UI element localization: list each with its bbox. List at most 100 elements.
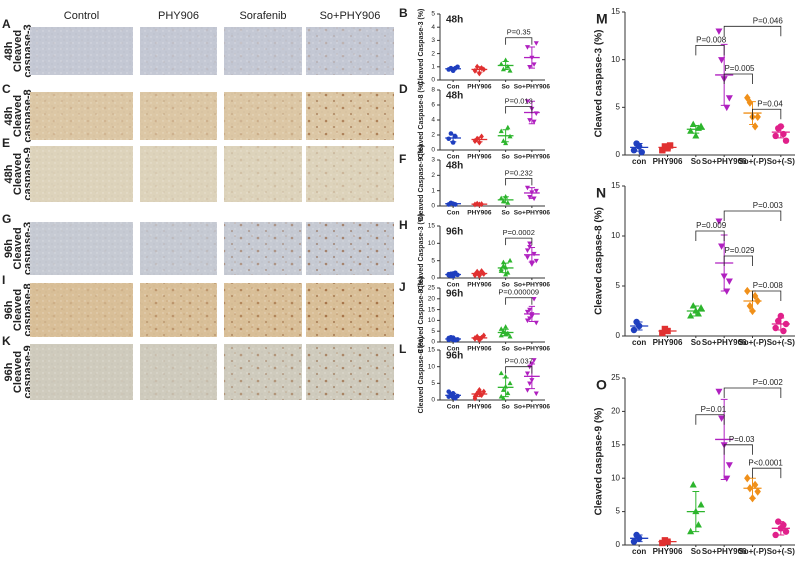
- micrograph-stain: [306, 27, 394, 75]
- data-point: [524, 309, 531, 315]
- x-tick-label: So: [501, 210, 509, 217]
- data-point: [533, 391, 539, 397]
- micrograph-stain: [30, 146, 133, 202]
- x-tick-label: con: [632, 338, 646, 347]
- x-tick-label: PHY906: [467, 282, 492, 289]
- significance-bracket: [695, 414, 725, 425]
- micrograph-stain: [140, 92, 217, 140]
- marker-label: Cleaved: [12, 30, 24, 72]
- data-point: [723, 104, 731, 112]
- significance-bracket: [505, 237, 533, 246]
- y-tick-label: 20: [611, 407, 620, 416]
- y-axis-label: Cleaved caspase-3 (%): [594, 30, 605, 138]
- y-tick-label: 25: [611, 373, 620, 382]
- x-tick-label: So+PHY906: [514, 84, 551, 91]
- data-point: [659, 147, 666, 154]
- data-point: [723, 288, 731, 295]
- panel-letter: D: [399, 82, 408, 96]
- panel-letter: H: [399, 218, 408, 232]
- data-point: [500, 387, 506, 392]
- sd-bar: [720, 398, 728, 481]
- data-point: [481, 388, 487, 395]
- data-point: [527, 118, 533, 123]
- y-tick-label: 5: [431, 380, 435, 387]
- sd-bar: [692, 124, 700, 134]
- sd-bar: [502, 328, 509, 337]
- data-point: [498, 370, 504, 376]
- column-header: PHY906: [158, 10, 199, 22]
- data-point: [505, 124, 511, 130]
- sd-bar: [528, 246, 536, 263]
- x-tick-label: PHY906: [467, 346, 492, 353]
- data-point: [524, 388, 531, 393]
- y-tick-label: 0: [616, 150, 621, 159]
- y-tick-label: 25: [428, 285, 436, 292]
- time-annotation: 48h: [446, 15, 463, 26]
- micrograph-stain: [224, 27, 302, 75]
- y-axis-label: Cleaved caspase-8 (%): [594, 207, 605, 315]
- data-point: [527, 364, 533, 370]
- sd-bar: [502, 129, 509, 143]
- data-point: [531, 296, 537, 302]
- micrograph-stain: [306, 92, 394, 140]
- y-tick-label: 0: [431, 397, 435, 404]
- data-point: [507, 333, 513, 339]
- sd-bar: [476, 271, 483, 276]
- time-annotation: 48h: [446, 91, 463, 102]
- data-point: [782, 137, 790, 144]
- data-point: [630, 326, 638, 334]
- micrograph-stain: [224, 344, 302, 400]
- sd-bar: [476, 136, 483, 143]
- data-point: [697, 304, 705, 311]
- y-tick-label: 3: [431, 157, 435, 164]
- data-point: [659, 329, 666, 337]
- data-point: [507, 68, 513, 73]
- micrograph-stain: [224, 222, 302, 275]
- time-label: 48h: [3, 41, 15, 60]
- data-point: [498, 195, 504, 201]
- panel-letter: J: [399, 280, 406, 294]
- sd-bar: [502, 61, 509, 70]
- sd-bar: [664, 539, 671, 544]
- micrograph-stain: [224, 283, 302, 337]
- x-tick-label: So+(-P): [738, 338, 767, 347]
- sd-bar: [635, 534, 643, 543]
- sd-bar: [528, 187, 536, 199]
- time-label: 48h: [3, 164, 15, 183]
- y-axis-label: Cleaved Caspase-9 (%): [418, 145, 425, 222]
- micrograph-stain: [140, 283, 217, 337]
- y-tick-label: 8: [431, 87, 435, 94]
- x-tick-label: PHY906: [467, 154, 492, 161]
- micrograph-stain: [306, 222, 394, 275]
- y-axis-label: Cleaved Caspase-8 (%): [418, 82, 425, 159]
- y-tick-label: 5: [616, 102, 621, 111]
- data-point: [474, 135, 480, 142]
- data-point: [500, 198, 506, 204]
- micrograph-stain: [140, 222, 217, 275]
- x-tick-label: Con: [447, 282, 460, 289]
- data-point: [503, 57, 509, 63]
- x-tick-label: So: [691, 547, 701, 556]
- data-point: [503, 324, 509, 329]
- sd-bar: [449, 66, 457, 71]
- p-value: P=0.013: [505, 96, 533, 105]
- micrograph-stain: [224, 146, 302, 202]
- data-point: [527, 316, 533, 321]
- data-point: [782, 528, 790, 535]
- x-tick-label: So: [691, 338, 701, 347]
- marker-label: Cleaved: [12, 227, 24, 269]
- x-tick-label: PHY906: [653, 157, 683, 166]
- y-tick-label: 5: [431, 11, 435, 18]
- column-header: Sorafenib: [239, 10, 286, 22]
- y-axis-label: Cleaved caspase-9 (%): [594, 408, 605, 516]
- data-point: [531, 62, 537, 67]
- data-point: [725, 95, 733, 102]
- data-point: [725, 462, 733, 469]
- y-tick-label: 20: [428, 296, 436, 303]
- panel-letter: A: [2, 17, 11, 31]
- y-tick-label: 2: [431, 50, 435, 57]
- sd-bar: [528, 305, 536, 322]
- significance-bracket: [752, 108, 782, 120]
- data-point: [524, 185, 531, 191]
- data-point: [507, 380, 513, 386]
